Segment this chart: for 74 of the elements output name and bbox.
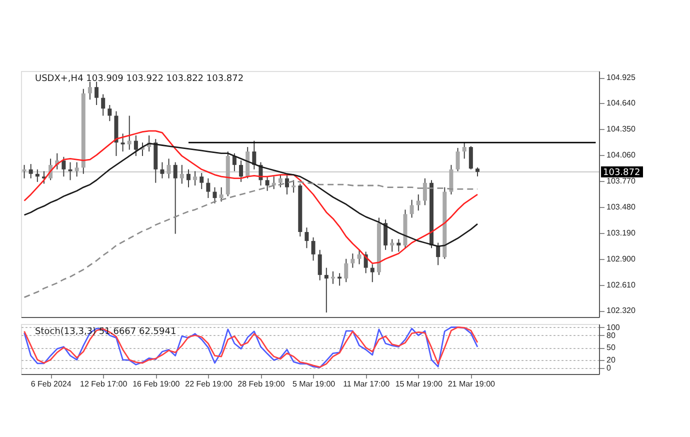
y-tick-label: 50 (606, 343, 616, 352)
candlestick (416, 194, 420, 212)
candlestick (28, 164, 33, 179)
candlestick (206, 178, 210, 199)
candlestick (278, 174, 282, 188)
candlestick (285, 174, 290, 195)
candlestick (311, 236, 316, 262)
candlestick (166, 158, 171, 179)
candlestick (422, 178, 427, 206)
candlestick (330, 270, 335, 284)
y-tick-label: 104.350 (606, 124, 636, 134)
candlestick (396, 238, 401, 252)
candlestick (456, 147, 460, 172)
chart-title: USDX+,H4 103.909 103.922 103.822 103.872 (35, 74, 244, 84)
candlestick (384, 218, 388, 250)
ref-line-label: 103.872 (603, 168, 640, 178)
candlestick (173, 162, 178, 234)
candlestick (219, 186, 224, 202)
candlestick (180, 164, 184, 184)
y-tick-label: 104.925 (606, 73, 636, 82)
candlestick (357, 249, 362, 265)
candlestick (239, 160, 244, 182)
x-tick-label: 11 Mar 17:00 (343, 380, 390, 388)
y-tick-label: 102.320 (606, 306, 636, 316)
candlestick (186, 168, 190, 188)
candlestick (94, 81, 99, 106)
y-tick-label: 104.640 (606, 98, 636, 108)
candlestick (35, 168, 40, 182)
candlestick (74, 162, 79, 178)
y-tick-label: 100 (606, 322, 620, 332)
candlestick (160, 162, 164, 179)
candlestick (127, 115, 132, 150)
candlestick (344, 258, 348, 283)
candlestick (324, 267, 328, 314)
candlestick (88, 81, 92, 100)
candlestick (108, 104, 112, 122)
candlestick (468, 146, 473, 170)
candlestick (449, 164, 454, 195)
x-tick-label: 6 Feb 2024 (30, 380, 72, 388)
candlestick (252, 140, 256, 170)
x-tick-label: 12 Feb 17:00 (80, 380, 128, 388)
candlestick (462, 142, 466, 160)
candlestick (410, 199, 414, 218)
y-tick-label: 103.190 (606, 228, 636, 238)
candlestick (338, 272, 342, 286)
candlestick (304, 227, 309, 249)
candlestick (350, 252, 355, 268)
y-tick-label: 20 (606, 355, 616, 364)
x-tick-label: 5 Mar 19:00 (292, 380, 336, 388)
y-tick-label: 102.900 (606, 254, 636, 264)
candlestick (62, 156, 66, 178)
candlestick (134, 134, 138, 156)
y-tick-label: 102.610 (606, 280, 636, 290)
y-tick-label: 80 (606, 330, 616, 340)
candlestick (200, 172, 204, 190)
x-tick-label: 15 Mar 19:00 (395, 380, 443, 388)
y-tick-label: 0 (606, 363, 612, 372)
x-tick-label: 22 Feb 19:00 (185, 380, 233, 388)
candlestick (101, 94, 106, 116)
candlestick (390, 238, 394, 252)
y-tick-label: 103.480 (606, 202, 636, 212)
candlestick (212, 186, 217, 204)
x-tick-label: 21 Mar 19:00 (448, 380, 496, 388)
candlestick (292, 180, 296, 194)
x-tick-label: 28 Feb 19:00 (238, 380, 286, 388)
candlestick (193, 170, 198, 186)
candlestick (318, 249, 322, 281)
candlestick (265, 176, 270, 192)
candlestick (370, 264, 374, 283)
x-tick-label: 16 Feb 19:00 (132, 380, 180, 388)
y-tick-label: 104.060 (606, 150, 636, 160)
candlestick (232, 152, 236, 172)
candlestick (120, 133, 125, 152)
y-tick-label: 103.770 (606, 176, 636, 186)
